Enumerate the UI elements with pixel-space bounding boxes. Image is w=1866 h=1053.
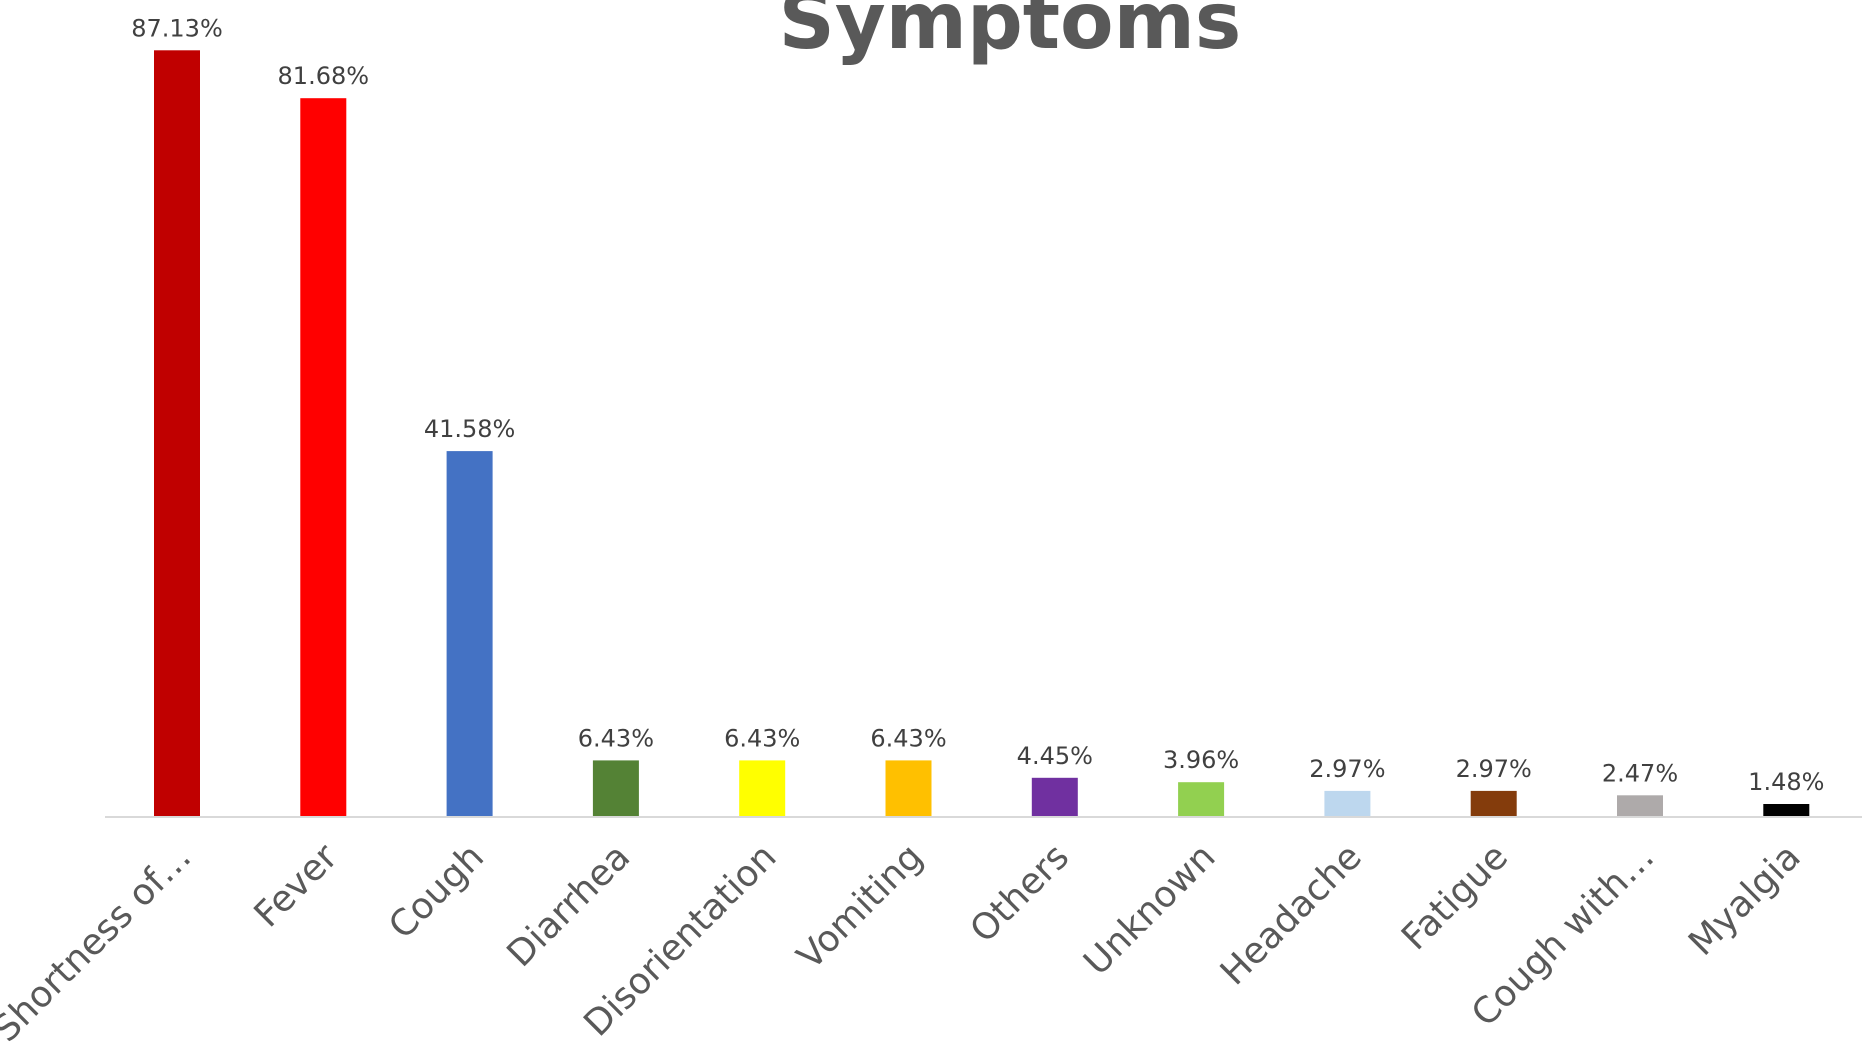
bar-headache <box>1324 790 1371 817</box>
bar-myalgia <box>1763 804 1810 817</box>
value-labels-group: 87.13% 81.68% 41.58% 6.43% 6.43% 6.43% 4.45% 3.… <box>131 14 1824 796</box>
bar-cough-with <box>1617 795 1663 817</box>
bar-diarrhea <box>592 760 639 817</box>
value-label-cough: 41.58% <box>424 415 516 443</box>
bar-others <box>1031 777 1078 817</box>
category-label-headache: Headache <box>1213 836 1370 993</box>
value-label-vomiting: 6.43% <box>870 724 946 752</box>
category-label-fatigue: Fatigue <box>1394 836 1516 958</box>
value-label-fatigue: 2.97% <box>1456 755 1532 783</box>
bar-disorientation <box>739 760 786 817</box>
value-label-others: 4.45% <box>1017 742 1093 770</box>
category-labels-group: Shortness of… Fever Cough DiarrheaDisorient… <box>0 836 1809 1050</box>
chart-title: Symptoms <box>779 0 1242 67</box>
category-label-cough: Cough <box>381 836 492 947</box>
value-label-cough-with: 2.47% <box>1602 759 1678 787</box>
bar-fever <box>300 98 347 817</box>
bar-vomiting <box>885 760 932 817</box>
category-label-shortness-of: Shortness of… <box>0 836 199 1050</box>
value-label-headache: 2.97% <box>1309 755 1385 783</box>
category-label-diarrhea: Diarrhea <box>500 836 639 975</box>
value-label-unknown: 3.96% <box>1163 746 1239 774</box>
value-label-diarrhea: 6.43% <box>578 724 654 752</box>
bar-fatigue <box>1470 790 1517 817</box>
bars-group <box>154 50 1810 818</box>
value-label-myalgia: 1.48% <box>1748 768 1824 796</box>
category-label-others: Others <box>963 836 1078 951</box>
bar-unknown <box>1178 782 1225 817</box>
bar-cough <box>446 451 493 817</box>
category-label-myalgia: Myalgia <box>1681 836 1809 964</box>
category-label-vomiting: Vomiting <box>790 836 931 977</box>
category-label-fever: Fever <box>247 836 346 935</box>
bar-shortness-of <box>154 50 200 818</box>
value-label-shortness-of: 87.13% <box>131 14 223 42</box>
value-label-disorientation: 6.43% <box>724 724 800 752</box>
value-label-fever: 81.68% <box>278 62 370 90</box>
category-label-unknown: Unknown <box>1076 836 1223 983</box>
